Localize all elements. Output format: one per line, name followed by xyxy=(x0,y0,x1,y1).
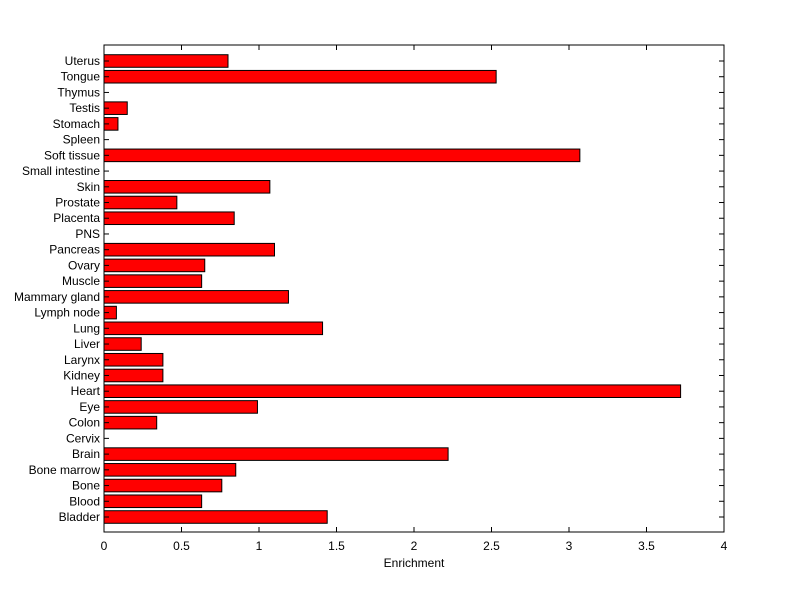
bar-eye xyxy=(103,400,258,414)
bar-tongue xyxy=(103,69,497,84)
y-tick-label: Thymus xyxy=(57,85,100,99)
y-tick-label: Kidney xyxy=(63,368,100,382)
y-tick-label: Blood xyxy=(69,494,100,508)
bar-liver xyxy=(103,337,142,351)
x-tick-label: 3 xyxy=(566,539,573,553)
y-tick-label: Testis xyxy=(69,101,100,115)
bar-placenta xyxy=(103,211,235,226)
bar-lung xyxy=(103,321,324,336)
y-tick-label: Placenta xyxy=(53,211,100,225)
bar-soft-tissue xyxy=(103,148,581,163)
x-axis-ticks: 0 0.5 1 1.5 2 2.5 3 3.5 4 xyxy=(101,45,728,553)
bar-ovary xyxy=(103,258,206,273)
bar-brain xyxy=(103,447,449,461)
x-tick-label: 2 xyxy=(411,539,418,553)
y-tick-label: Spleen xyxy=(63,133,100,147)
bar-colon xyxy=(103,415,158,430)
bar-bladder xyxy=(103,510,328,524)
y-tick-label: Small intestine xyxy=(22,164,100,178)
y-tick-label: Heart xyxy=(71,384,101,398)
bar-blood xyxy=(103,494,203,509)
x-tick-label: 0 xyxy=(101,539,108,553)
y-tick-label: Larynx xyxy=(64,353,100,367)
bar-uterus xyxy=(103,54,229,68)
y-tick-label: Brain xyxy=(72,447,100,461)
y-tick-label: Tongue xyxy=(61,70,101,84)
y-tick-label: Ovary xyxy=(68,258,100,272)
y-tick-label: Lung xyxy=(73,321,100,335)
y-tick-label: Prostate xyxy=(55,196,100,210)
bar-heart xyxy=(103,384,682,398)
y-tick-label: Soft tissue xyxy=(44,148,100,162)
x-tick-label: 3.5 xyxy=(638,539,655,553)
bar-mammary-gland xyxy=(103,290,289,304)
y-tick-label: PNS xyxy=(75,227,100,241)
x-tick-label: 4 xyxy=(721,539,728,553)
y-tick-label: Stomach xyxy=(53,117,100,131)
y-tick-label: Cervix xyxy=(66,431,100,445)
y-tick-label: Uterus xyxy=(65,54,100,68)
bar-kidney xyxy=(103,368,164,383)
x-tick-label: 0.5 xyxy=(173,539,190,553)
y-tick-label: Liver xyxy=(74,337,100,351)
y-tick-label: Bladder xyxy=(59,510,100,524)
y-tick-label: Pancreas xyxy=(49,243,100,257)
x-tick-label: 1 xyxy=(256,539,263,553)
y-tick-label: Lymph node xyxy=(34,306,100,320)
x-tick-label: 2.5 xyxy=(483,539,500,553)
bar-prostate xyxy=(103,195,178,210)
x-axis-label: Enrichment xyxy=(384,556,445,570)
plot-frame xyxy=(103,44,725,533)
y-tick-label: Eye xyxy=(79,400,100,414)
y-tick-label: Mammary gland xyxy=(14,290,100,304)
bar-bone xyxy=(103,478,223,493)
bar-pancreas xyxy=(103,242,275,257)
y-tick-label: Muscle xyxy=(62,274,100,288)
bar-skin xyxy=(103,180,271,194)
y-tick-label: Bone xyxy=(72,479,100,493)
bar-muscle xyxy=(103,274,203,288)
x-tick-label: 1.5 xyxy=(328,539,345,553)
bar-larynx xyxy=(103,352,164,367)
y-tick-label: Skin xyxy=(77,180,100,194)
y-tick-label: Bone marrow xyxy=(29,463,101,477)
y-tick-label: Colon xyxy=(69,416,100,430)
bar-bone-marrow xyxy=(103,463,237,477)
